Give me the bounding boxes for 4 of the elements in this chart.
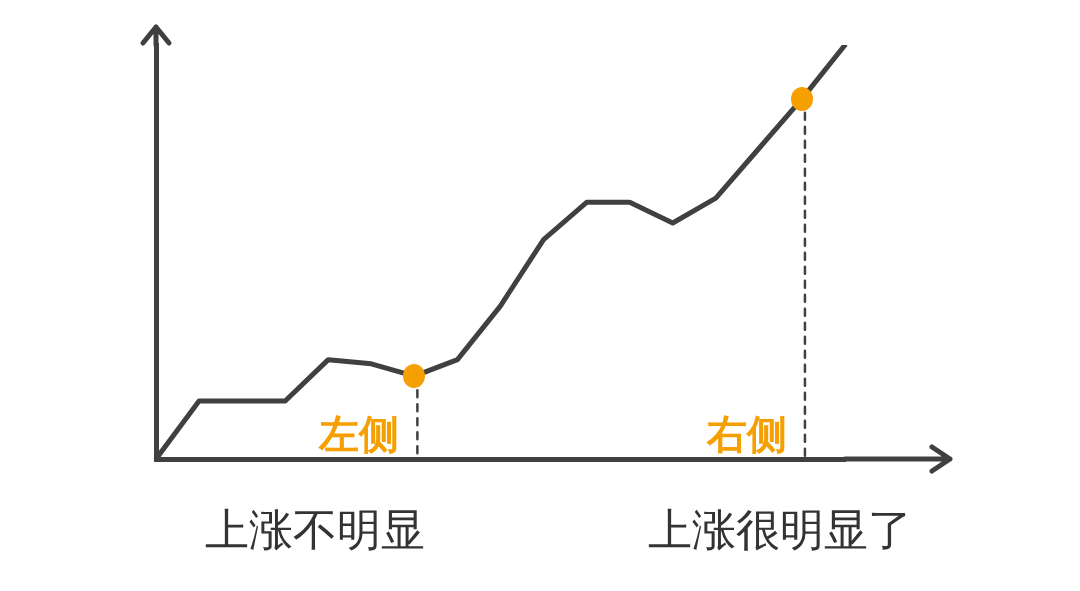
annotation: 左侧 [318,412,400,456]
annotation: 右侧 [705,412,787,456]
text: 上涨不明显 [205,505,425,554]
text: 上涨很明显了 [648,505,912,554]
